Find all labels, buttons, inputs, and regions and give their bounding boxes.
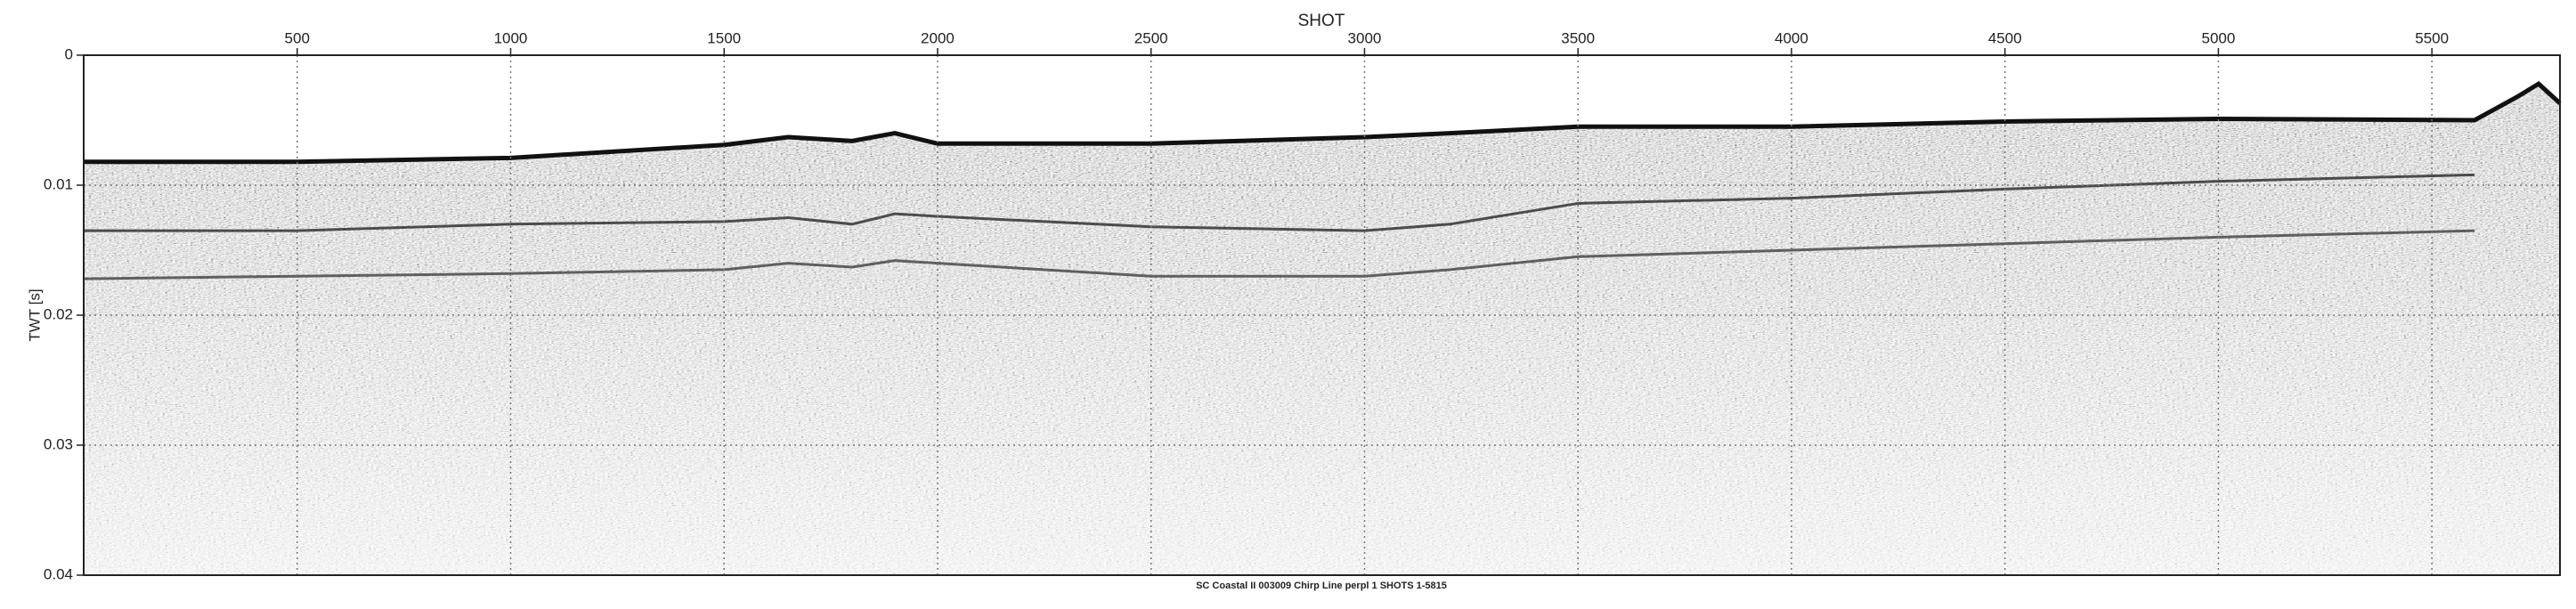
- x-tick-label: 2000: [921, 29, 955, 46]
- x-tick-label: 2500: [1134, 29, 1168, 46]
- x-tick-label: 5500: [2415, 29, 2449, 46]
- reflector: [84, 173, 2475, 232]
- y-tick-label: 0.02: [44, 305, 73, 322]
- x-tick-label: 3000: [1348, 29, 1382, 46]
- y-tick-label: 0.01: [44, 175, 73, 192]
- y-tick-label: 0: [65, 45, 73, 62]
- caption: SC Coastal II 003009 Chirp Line perpl 1 …: [1196, 581, 1447, 591]
- y-axis-label: TWT [s]: [26, 288, 43, 341]
- x-tick-label: 1500: [707, 29, 741, 46]
- x-axis-label: SHOT: [1298, 12, 1345, 30]
- x-tick-label: 3500: [1561, 29, 1595, 46]
- y-tick-label: 0.04: [44, 565, 73, 582]
- x-tick-label: 4000: [1775, 29, 1808, 46]
- x-tick-label: 5000: [2201, 29, 2235, 46]
- depth-fade: [84, 84, 2560, 575]
- x-tick-label: 1000: [494, 29, 528, 46]
- x-tick-label: 4500: [1988, 29, 2022, 46]
- plot-frame: [83, 54, 2561, 576]
- x-tick-label: 500: [285, 29, 310, 46]
- reflector: [83, 229, 2475, 280]
- y-tick-label: 0.03: [44, 435, 73, 452]
